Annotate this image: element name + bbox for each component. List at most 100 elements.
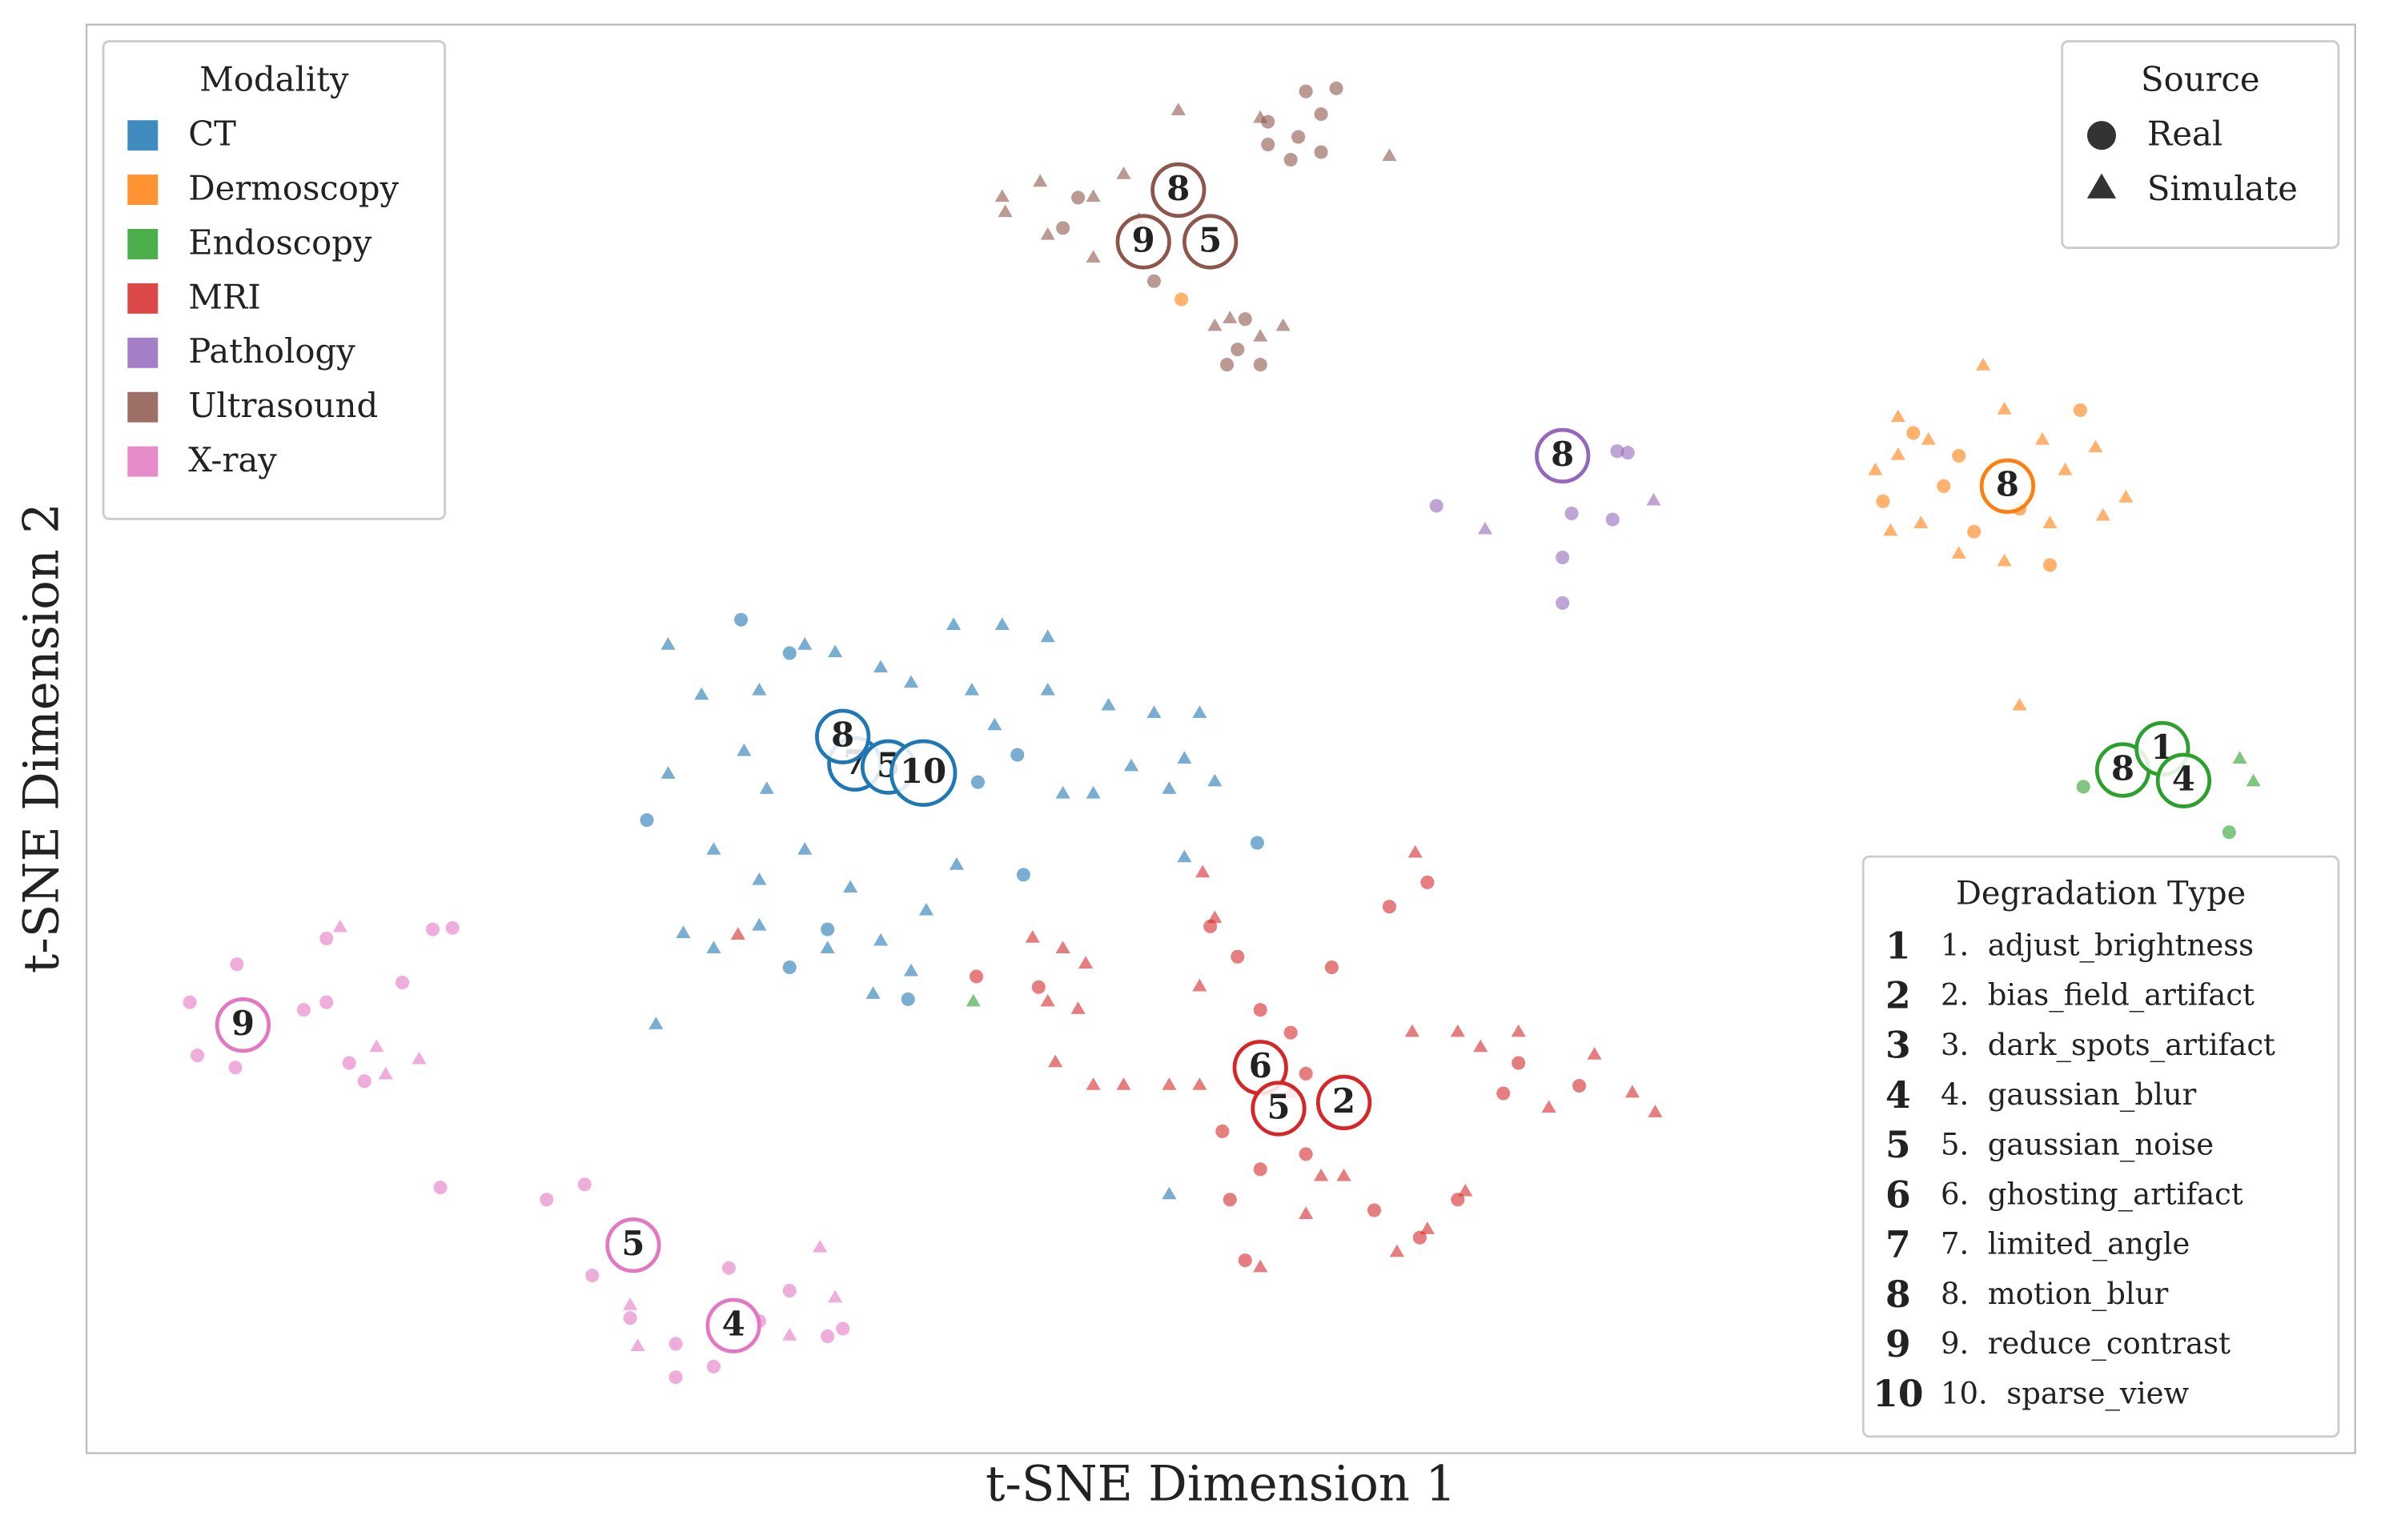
point-real bbox=[2073, 403, 2087, 418]
degradation-marker bbox=[705, 1297, 761, 1354]
point-real bbox=[782, 1284, 797, 1298]
legend-title: Modality bbox=[199, 59, 349, 98]
point-real bbox=[1231, 343, 1245, 357]
point-simulate bbox=[2246, 773, 2261, 787]
point-real bbox=[821, 1329, 835, 1343]
legend-label: 3. dark_spots_artifact bbox=[1941, 1028, 2275, 1063]
legend-box bbox=[1861, 855, 2340, 1438]
legend-label: X-ray bbox=[188, 440, 277, 479]
point-simulate bbox=[1207, 910, 1223, 924]
degradation-label: 9 bbox=[1132, 220, 1155, 259]
point-simulate bbox=[1477, 521, 1493, 535]
legend-number: 6 bbox=[1885, 1173, 1911, 1216]
point-simulate bbox=[1070, 1001, 1086, 1014]
legend-label: 2. bias_field_artifact bbox=[1941, 978, 2255, 1013]
point-simulate bbox=[752, 872, 767, 885]
point-real bbox=[1253, 1162, 1267, 1177]
point-real bbox=[1215, 1124, 1230, 1138]
legend-label: 4. gaussian_blur bbox=[1941, 1077, 2197, 1113]
legend-number: 9 bbox=[1885, 1322, 1911, 1366]
point-simulate bbox=[1975, 358, 1991, 371]
point-simulate bbox=[759, 781, 774, 794]
degradation-marker bbox=[1182, 214, 1239, 270]
legend-number: 2 bbox=[1885, 974, 1911, 1017]
point-simulate bbox=[1913, 515, 1929, 528]
point-simulate bbox=[1040, 629, 1055, 643]
degradation-marker bbox=[815, 708, 871, 764]
point-simulate bbox=[1116, 1077, 1131, 1090]
point-simulate bbox=[2095, 507, 2110, 521]
point-simulate bbox=[1336, 1168, 1351, 1181]
legend-number: 7 bbox=[1885, 1223, 1911, 1266]
point-simulate bbox=[1997, 553, 2012, 567]
point-simulate bbox=[2012, 697, 2027, 711]
point-real bbox=[1174, 292, 1189, 307]
point-real bbox=[1952, 448, 1966, 463]
degradation-marker bbox=[2155, 752, 2212, 808]
point-simulate bbox=[2088, 439, 2103, 453]
degradation-label: 5 bbox=[1199, 220, 1222, 259]
legend-swatch bbox=[127, 120, 159, 151]
point-simulate bbox=[1207, 318, 1223, 331]
point-simulate bbox=[1890, 447, 1905, 460]
point-simulate bbox=[1086, 250, 1101, 263]
point-real bbox=[426, 922, 440, 936]
point-real bbox=[1496, 1086, 1511, 1101]
degradation-marker bbox=[1251, 1081, 1307, 1137]
y-axis-label: t-SNE Dimension 2 bbox=[14, 503, 70, 973]
point-simulate bbox=[1192, 978, 1207, 992]
legend-label: CT bbox=[188, 114, 236, 154]
legend-label: 7. limited_angle bbox=[1941, 1227, 2190, 1262]
point-real bbox=[319, 995, 334, 1009]
point-real bbox=[1146, 274, 1162, 288]
point-real bbox=[1250, 836, 1264, 850]
point-real bbox=[342, 1056, 356, 1070]
point-simulate bbox=[1253, 110, 1268, 123]
legend-label: Dermoscopy bbox=[188, 168, 399, 207]
legend-number: 10 bbox=[1873, 1372, 1923, 1415]
point-real bbox=[319, 931, 334, 946]
point-real bbox=[1620, 446, 1635, 460]
point-simulate bbox=[1382, 148, 1397, 161]
point-simulate bbox=[797, 637, 813, 650]
point-simulate bbox=[966, 993, 981, 1007]
point-simulate bbox=[694, 687, 709, 700]
point-real bbox=[640, 813, 654, 828]
point-simulate bbox=[1162, 781, 1177, 794]
point-real bbox=[1906, 426, 1921, 440]
point-simulate bbox=[1407, 844, 1423, 858]
point-simulate bbox=[1048, 1054, 1063, 1068]
point-simulate bbox=[873, 660, 889, 673]
legend-number: 3 bbox=[1885, 1024, 1911, 1067]
point-real bbox=[1572, 1078, 1587, 1093]
point-real bbox=[1314, 145, 1328, 159]
point-simulate bbox=[648, 1017, 664, 1029]
point-real bbox=[1253, 1003, 1267, 1017]
point-real bbox=[1056, 221, 1070, 235]
point-simulate bbox=[865, 986, 881, 999]
point-simulate bbox=[730, 927, 745, 940]
legend-label: 6. ghosting_artifact bbox=[1941, 1177, 2243, 1212]
legend-label: 1. adjust_brightness bbox=[1941, 928, 2254, 963]
point-real bbox=[585, 1269, 600, 1283]
point-simulate bbox=[369, 1039, 384, 1053]
degradation-label: 4 bbox=[2172, 760, 2195, 799]
point-simulate bbox=[1450, 1024, 1465, 1037]
point-simulate bbox=[2042, 515, 2058, 528]
point-simulate bbox=[1162, 1077, 1177, 1090]
point-real bbox=[1876, 494, 1890, 508]
point-real bbox=[782, 960, 797, 975]
legend-number: 4 bbox=[1885, 1073, 1911, 1117]
point-simulate bbox=[1253, 329, 1268, 342]
legend-title: Source bbox=[2141, 59, 2260, 98]
point-real bbox=[357, 1074, 371, 1089]
point-simulate bbox=[1404, 1024, 1419, 1037]
degradation-marker bbox=[215, 997, 271, 1053]
point-simulate bbox=[1170, 102, 1186, 116]
point-simulate bbox=[1162, 1186, 1177, 1200]
point-simulate bbox=[737, 743, 752, 756]
point-real bbox=[2076, 780, 2090, 794]
point-simulate bbox=[706, 940, 721, 954]
point-real bbox=[706, 1359, 721, 1374]
legend-marker bbox=[2086, 121, 2117, 150]
